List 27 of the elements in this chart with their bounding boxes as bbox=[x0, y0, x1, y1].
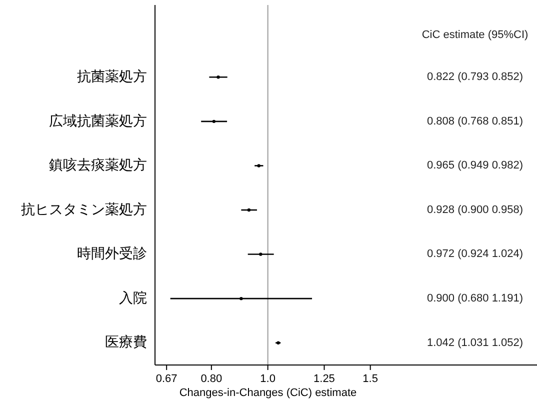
y-tick-label: 時間外受診 bbox=[77, 246, 147, 262]
annotation: 0.808 (0.768 0.851) bbox=[426, 115, 524, 128]
annotation: 0.822 (0.793 0.852) bbox=[426, 71, 524, 84]
y-tick-label: 入院 bbox=[119, 290, 147, 306]
annotation: 0.900 (0.680 1.191) bbox=[426, 292, 524, 304]
x-tick-label: 1.25 bbox=[314, 373, 335, 385]
point bbox=[212, 120, 216, 124]
annotation: 0.972 (0.924 1.024) bbox=[426, 248, 524, 260]
point bbox=[257, 164, 260, 168]
point bbox=[247, 208, 251, 212]
x-tick-label: 0.67 bbox=[156, 373, 178, 385]
x-tick-label: 0.80 bbox=[200, 373, 222, 385]
y-tick-label: 医療費 bbox=[105, 334, 147, 351]
point bbox=[259, 252, 262, 256]
x-tick-label: 1.5 bbox=[362, 373, 378, 385]
annotation: 0.928 (0.900 0.958) bbox=[426, 204, 524, 216]
text: CiC estimate (95%CI) bbox=[422, 28, 528, 41]
y-tick-label: 抗菌薬処方 bbox=[77, 68, 147, 85]
x-tick-label: 1.0 bbox=[260, 373, 276, 385]
y-tick-label: 鎮咳去痰薬処方 bbox=[49, 158, 147, 174]
y-tick-label: 抗ヒスタミン薬処方 bbox=[21, 202, 147, 218]
annotation: 0.965 (0.949 0.982) bbox=[426, 160, 524, 172]
point bbox=[216, 76, 220, 79]
x-axis-title: Changes-in-Changes (CiC) estimate bbox=[179, 387, 357, 399]
y-tick-label: 広域抗菌薬処方 bbox=[49, 113, 147, 130]
annotation: 1.042 (1.031 1.052) bbox=[426, 336, 524, 349]
point bbox=[240, 296, 243, 300]
